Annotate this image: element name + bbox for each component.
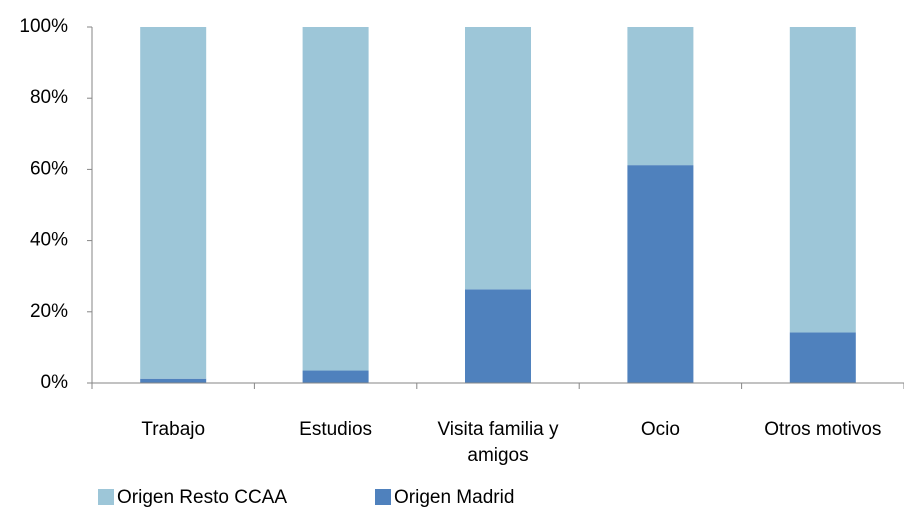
legend-swatch [98,489,114,505]
legend-swatch [375,489,391,505]
y-tick-label: 20% [30,301,68,322]
x-tick-label: Otros motivos [764,419,882,440]
x-tick-label: Trabajo [141,419,206,440]
y-tick-label: 0% [41,372,69,393]
y-tick-label: 60% [30,158,68,179]
legend-label: Origen Resto CCAA [117,487,287,508]
x-tick-label: Visita familia y amigos [437,419,559,466]
legend-label: Origen Madrid [394,487,514,508]
bar-segment [627,165,694,383]
bar-segment [302,27,369,371]
bar-segment [627,27,694,166]
bar-segment [465,289,531,383]
y-tick-label: 80% [30,87,68,108]
bar-segment [465,27,531,290]
x-tick-label: Ocio [640,419,680,440]
bar-segment [302,370,369,383]
bar-segment [140,27,207,379]
bar-segment [789,332,856,383]
bar-segment [789,27,856,333]
x-tick-label: Estudios [299,419,373,440]
y-tick-label: 40% [30,230,68,251]
y-tick-label: 100% [19,16,68,37]
bar-segment [140,378,207,383]
